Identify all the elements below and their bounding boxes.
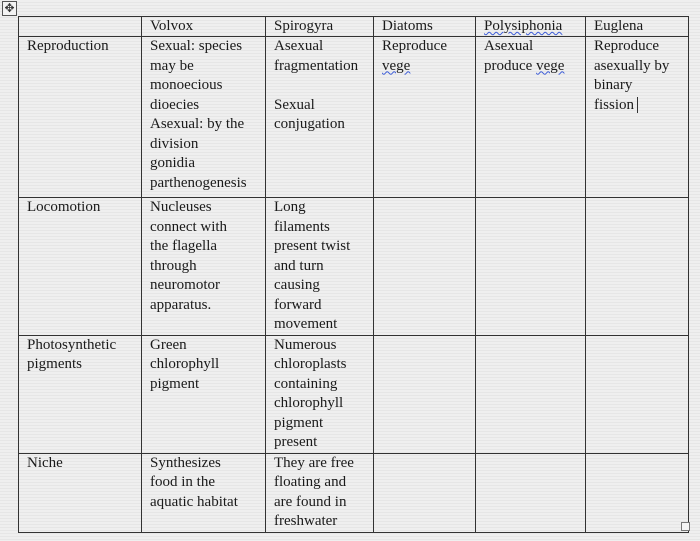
table-cell[interactable]	[373, 334, 476, 454]
table-cell[interactable]: Long filaments present twist and turn ca…	[265, 197, 374, 336]
table-cell[interactable]: Green chlorophyll pigment	[141, 334, 266, 454]
table-cell[interactable]: Sexual: species may be monoecious dioeci…	[141, 36, 266, 198]
table-cell[interactable]	[475, 197, 586, 336]
table-cell[interactable]: Nucleuses connect with the flagella thro…	[141, 197, 266, 336]
table-move-handle-icon[interactable]: ✥	[2, 1, 17, 16]
header-polysiphonia[interactable]: Polysiphonia	[475, 16, 586, 37]
row-label[interactable]: Locomotion	[18, 197, 142, 336]
row-label[interactable]: Reproduction	[18, 36, 142, 198]
table-cell[interactable]: Synthesizes food in the aquatic habitat	[141, 452, 266, 533]
table-cell[interactable]: They are free floating and are found in …	[265, 452, 374, 533]
cell-text: Reproduce	[382, 38, 447, 54]
cell-text: Asexual produce	[484, 38, 534, 74]
table-cell[interactable]	[373, 452, 476, 533]
spellcheck-word: vege	[536, 57, 565, 74]
table-cell[interactable]	[475, 334, 586, 454]
header-volvox[interactable]: Volvox	[141, 16, 266, 37]
table-cell[interactable]: Reproduce asexually by binary fission	[585, 36, 689, 198]
header-euglena[interactable]: Euglena	[585, 16, 689, 37]
table-cell[interactable]	[585, 334, 689, 454]
table-cell[interactable]	[585, 197, 689, 336]
table-cell[interactable]	[373, 197, 476, 336]
table-cell[interactable]: Asexual fragmentation Sexual conjugation	[265, 36, 374, 198]
text-cursor	[637, 97, 639, 114]
cell-text: Reproduce asexually by binary fission	[594, 38, 670, 113]
spellcheck-word: vege	[382, 57, 411, 74]
header-spirogyra[interactable]: Spirogyra	[265, 16, 374, 37]
row-label[interactable]: Niche	[18, 452, 142, 533]
spellcheck-word: Polysiphonia	[484, 18, 563, 34]
table-row: Locomotion Nucleuses connect with the fl…	[18, 197, 689, 336]
table-row: Photosynthetic pigments Green chlorophyl…	[18, 334, 689, 454]
row-label[interactable]: Photosynthetic pigments	[18, 334, 142, 454]
table-row: Niche Synthesizes food in the aquatic ha…	[18, 452, 689, 533]
comparison-table: Volvox Spirogyra Diatoms Polysiphonia Eu…	[18, 16, 689, 533]
header-row: Volvox Spirogyra Diatoms Polysiphonia Eu…	[18, 16, 689, 37]
header-diatoms[interactable]: Diatoms	[373, 16, 476, 37]
header-cell-empty[interactable]	[18, 16, 142, 37]
table-cell[interactable]: Reproduce vege	[373, 36, 476, 198]
table-cell[interactable]: Asexual produce vege	[475, 36, 586, 198]
table-resize-handle[interactable]	[681, 522, 690, 531]
table-cell[interactable]	[475, 452, 586, 533]
table-row: Reproduction Sexual: species may be mono…	[18, 36, 689, 198]
table-cell[interactable]: Numerous chloroplasts containing chlorop…	[265, 334, 374, 454]
table-cell[interactable]	[585, 452, 689, 533]
